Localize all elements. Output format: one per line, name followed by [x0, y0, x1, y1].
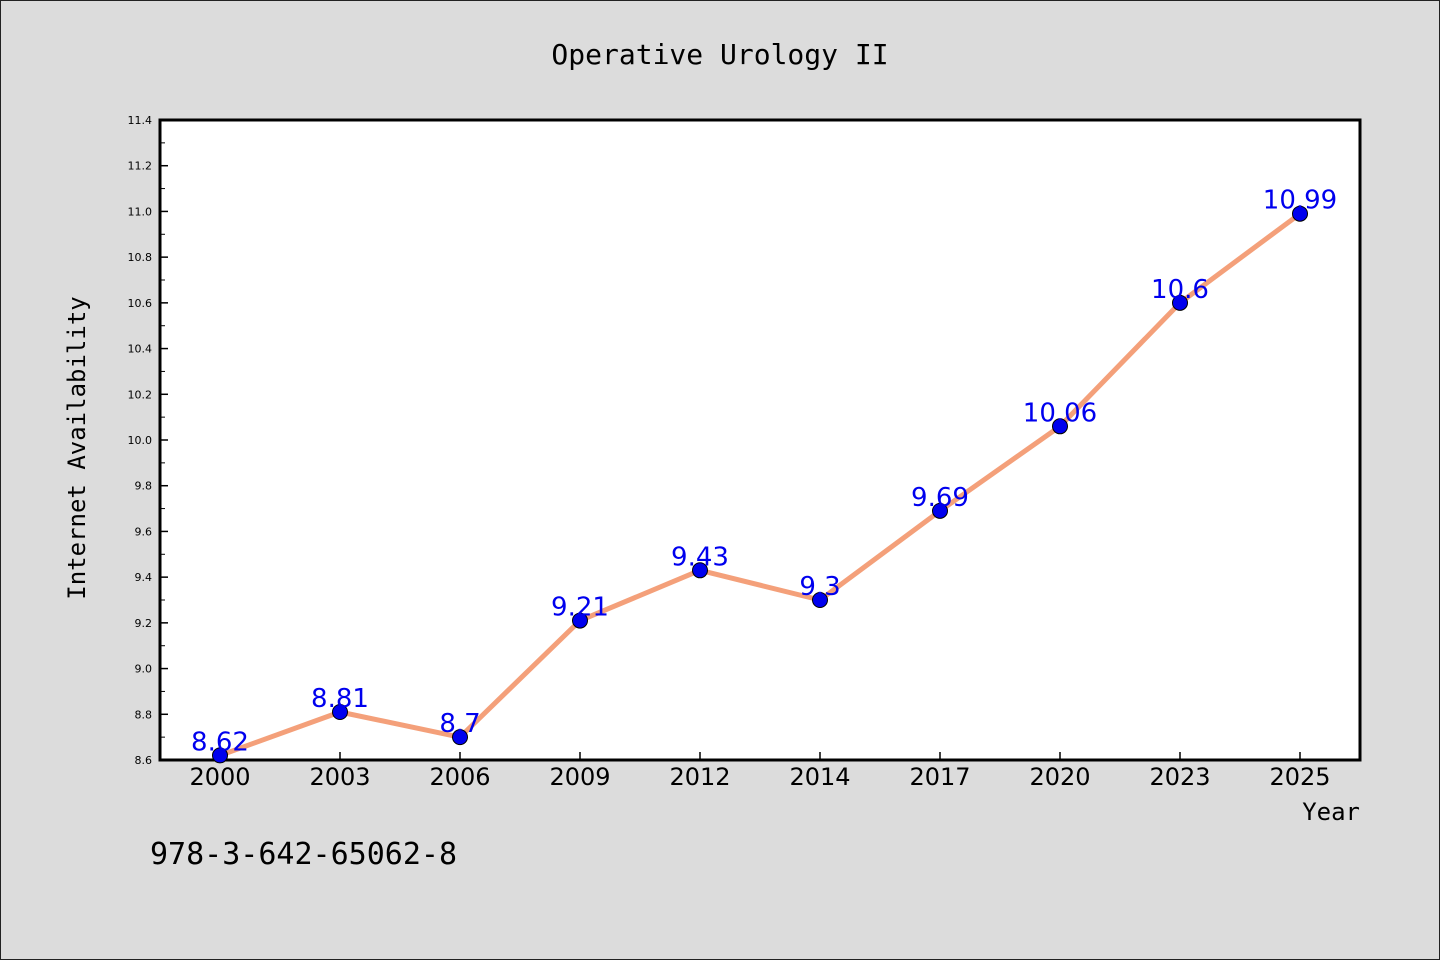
y-axis-label: Internet Availability — [63, 296, 91, 599]
data-label: 10.06 — [1023, 398, 1097, 428]
y-tick-label: 10.4 — [128, 343, 153, 356]
data-point — [1052, 418, 1068, 435]
chart-title: Operative Urology II — [551, 38, 888, 71]
data-point — [1172, 294, 1188, 311]
y-tick-label: 10.6 — [128, 297, 153, 310]
data-point — [812, 592, 828, 608]
y-tick-label: 9.6 — [135, 525, 153, 538]
x-axis-ticks: 2000 2003 2006 2009 2012 2014 2017 2020 2023 2025 — [189, 752, 1331, 791]
data-point — [572, 612, 588, 629]
x-tick-label: 2020 — [1029, 763, 1090, 791]
data-point — [1292, 205, 1308, 222]
y-tick-label: 9.0 — [135, 663, 153, 676]
data-point — [452, 729, 468, 746]
data-label: 9.3 — [799, 572, 840, 602]
data-point — [212, 747, 228, 764]
x-tick-label: 2000 — [189, 763, 250, 791]
data-markers — [212, 205, 1308, 764]
x-tick-label: 2009 — [549, 763, 610, 791]
y-tick-label: 10.2 — [128, 388, 153, 401]
y-tick-label: 9.4 — [135, 571, 153, 584]
data-label: 9.21 — [551, 593, 609, 623]
x-tick-label: 2014 — [789, 763, 850, 791]
data-label: 10.6 — [1151, 275, 1209, 305]
plot-area — [158, 118, 1362, 762]
y-tick-label: 9.2 — [135, 617, 153, 630]
y-tick-label: 8.6 — [135, 754, 153, 767]
x-axis-label: Year — [1302, 798, 1360, 826]
series-line — [219, 211, 1302, 758]
data-point — [332, 704, 348, 720]
y-tick-label: 11.4 — [128, 114, 153, 127]
data-label: 10.99 — [1263, 186, 1337, 216]
data-label: 8.62 — [191, 727, 249, 757]
x-tick-label: 2017 — [909, 763, 970, 791]
y-tick-label: 10.0 — [128, 434, 153, 447]
data-label: 8.81 — [311, 684, 369, 714]
x-tick-label: 2025 — [1269, 763, 1330, 791]
isbn-footnote: 978-3-642-65062-8 — [150, 837, 457, 872]
y-axis-ticks: 8.6 8.8 9.0 9.2 9.4 9.6 9.8 10.0 10.2 10.4 10.6 10.… — [128, 114, 168, 767]
y-tick-label: 10.8 — [128, 251, 153, 264]
x-tick-label: 2023 — [1149, 763, 1210, 791]
data-point — [932, 502, 948, 519]
data-point — [692, 562, 708, 579]
data-label: 8.7 — [439, 709, 480, 739]
x-tick-label: 2012 — [669, 763, 730, 791]
y-tick-label: 11.0 — [128, 205, 153, 218]
x-tick-label: 2003 — [309, 763, 370, 791]
y-tick-label: 8.8 — [135, 708, 153, 721]
y-tick-label: 11.2 — [128, 160, 153, 173]
y-tick-label: 9.8 — [135, 480, 153, 493]
data-label: 9.43 — [671, 542, 729, 572]
data-labels: 8.62 8.81 8.7 9.21 9.43 9.3 9.69 10.06 10.6 10.99 — [191, 186, 1337, 758]
data-label: 9.69 — [911, 483, 969, 513]
x-tick-label: 2006 — [429, 763, 490, 791]
